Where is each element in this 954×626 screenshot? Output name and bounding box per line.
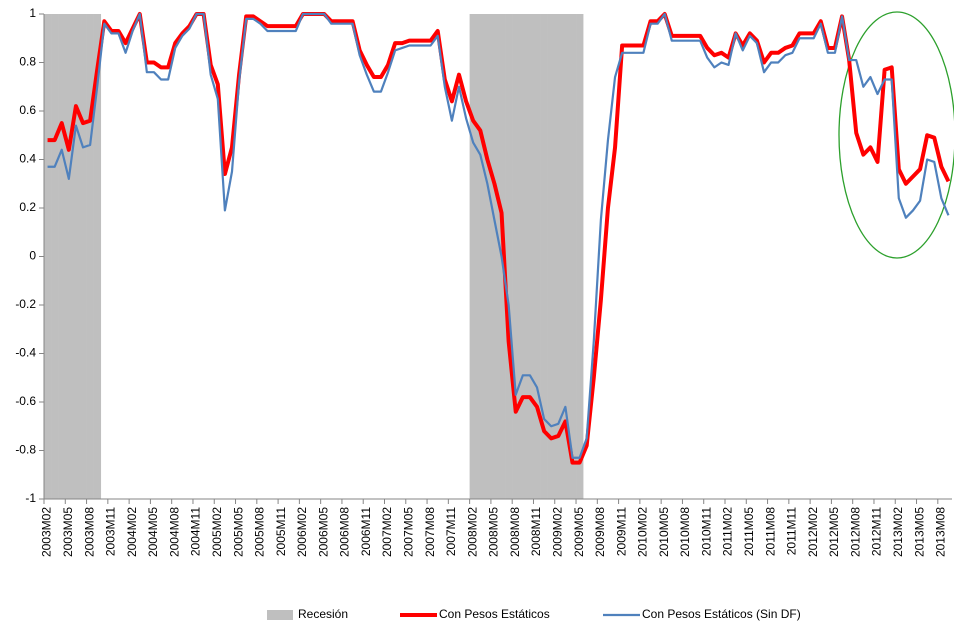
x-tick-label: 2013M05 [912, 507, 926, 557]
legend-swatch [267, 610, 293, 620]
x-tick-label: 2011M08 [763, 507, 777, 556]
y-tick-label: -0.6 [15, 394, 36, 408]
series-line [47, 12, 950, 459]
x-tick-label: 2012M02 [806, 507, 820, 557]
recession-bar [469, 14, 478, 499]
x-tick-label: 2003M08 [82, 507, 96, 557]
x-tick-label: 2006M02 [295, 507, 309, 557]
legend-label: Con Pesos Estáticos (Sin DF) [642, 607, 801, 621]
legend-label: Con Pesos Estáticos [439, 607, 550, 621]
x-tick-label: 2010M08 [678, 507, 692, 557]
recession-bar [476, 14, 485, 499]
x-tick-label: 2007M05 [402, 507, 416, 557]
recession-bar [505, 14, 513, 499]
x-tick-label: 2004M08 [167, 507, 181, 557]
recession-bar [519, 14, 527, 499]
recession-bar [561, 14, 570, 499]
x-tick-label: 2010M02 [636, 507, 650, 557]
y-tick-label: -0.2 [15, 297, 36, 311]
x-tick-label: 2005M05 [231, 507, 245, 557]
x-tick-label: 2009M05 [572, 507, 586, 557]
recession-bar [540, 14, 548, 499]
x-tick-label: 2006M05 [316, 507, 330, 557]
x-tick-label: 2005M08 [253, 507, 267, 557]
x-tick-label: 2006M11 [359, 507, 373, 556]
x-tick-label: 2008M02 [465, 507, 479, 557]
recession-bar [512, 14, 520, 499]
x-tick-label: 2013M08 [934, 507, 948, 557]
y-tick-label: 0 [29, 249, 36, 263]
x-tick-label: 2010M11 [699, 507, 713, 556]
x-tick-label: 2008M08 [508, 507, 522, 557]
recession-bar [576, 14, 584, 499]
x-tick-label: 2011M02 [721, 507, 735, 556]
recession-bar [93, 14, 102, 499]
y-tick-label: 1 [29, 6, 36, 20]
y-tick-label: 0.4 [19, 152, 36, 166]
y-tick-label: 0.6 [19, 103, 36, 117]
x-tick-label: 2012M08 [848, 507, 862, 557]
y-tick-label: -1 [25, 491, 36, 505]
recession-bar [533, 14, 541, 499]
x-tick-label: 2011M11 [785, 507, 799, 556]
x-tick-label: 2004M11 [189, 507, 203, 556]
line-layer [47, 12, 951, 465]
x-tick-label: 2010M05 [657, 507, 671, 557]
x-tick-label: 2008M11 [529, 507, 543, 556]
recession-bar [568, 14, 577, 499]
x-tick-label: 2007M11 [444, 507, 458, 556]
recession-bar [79, 14, 87, 499]
legend-label: Recesión [298, 607, 348, 621]
y-tick-label: 0.2 [19, 200, 36, 214]
recession-bar [547, 14, 556, 499]
x-tick-label: 2009M08 [593, 507, 607, 557]
x-tick-label: 2005M02 [210, 507, 224, 557]
x-tick-label: 2009M02 [550, 507, 564, 557]
y-tick-label: 0.8 [19, 55, 36, 69]
x-tick-label: 2013M02 [891, 507, 905, 557]
recession-bar [65, 14, 73, 499]
x-tick-label: 2007M08 [423, 507, 437, 557]
recession-bar [554, 14, 563, 499]
x-tick-label: 2007M02 [380, 507, 394, 557]
x-tick-label: 2004M05 [146, 507, 160, 557]
x-tick-label: 2003M02 [40, 507, 54, 557]
recession-bar [72, 14, 80, 499]
x-tick-label: 2012M05 [827, 507, 841, 557]
recession-bar [490, 14, 499, 499]
x-tick-label: 2008M05 [487, 507, 501, 557]
y-tick-label: -0.8 [15, 443, 36, 457]
highlight-ellipse [838, 11, 954, 259]
recession-bar [86, 14, 94, 499]
x-tick-label: 2009M11 [614, 507, 628, 556]
x-tick-label: 2011M05 [742, 507, 756, 556]
recession-bar [483, 14, 492, 499]
x-tick-label: 2003M11 [104, 507, 118, 556]
x-tick-label: 2006M08 [338, 507, 352, 557]
x-tick-label: 2004M02 [125, 507, 139, 557]
recession-bar [526, 14, 534, 499]
x-tick-label: 2003M05 [61, 507, 75, 557]
recession-bar [58, 14, 66, 499]
y-tick-label: -0.4 [15, 346, 36, 360]
recession-bar [51, 14, 59, 499]
x-tick-label: 2012M11 [870, 507, 884, 556]
x-tick-label: 2005M11 [274, 507, 288, 556]
recession-bar [44, 14, 52, 499]
